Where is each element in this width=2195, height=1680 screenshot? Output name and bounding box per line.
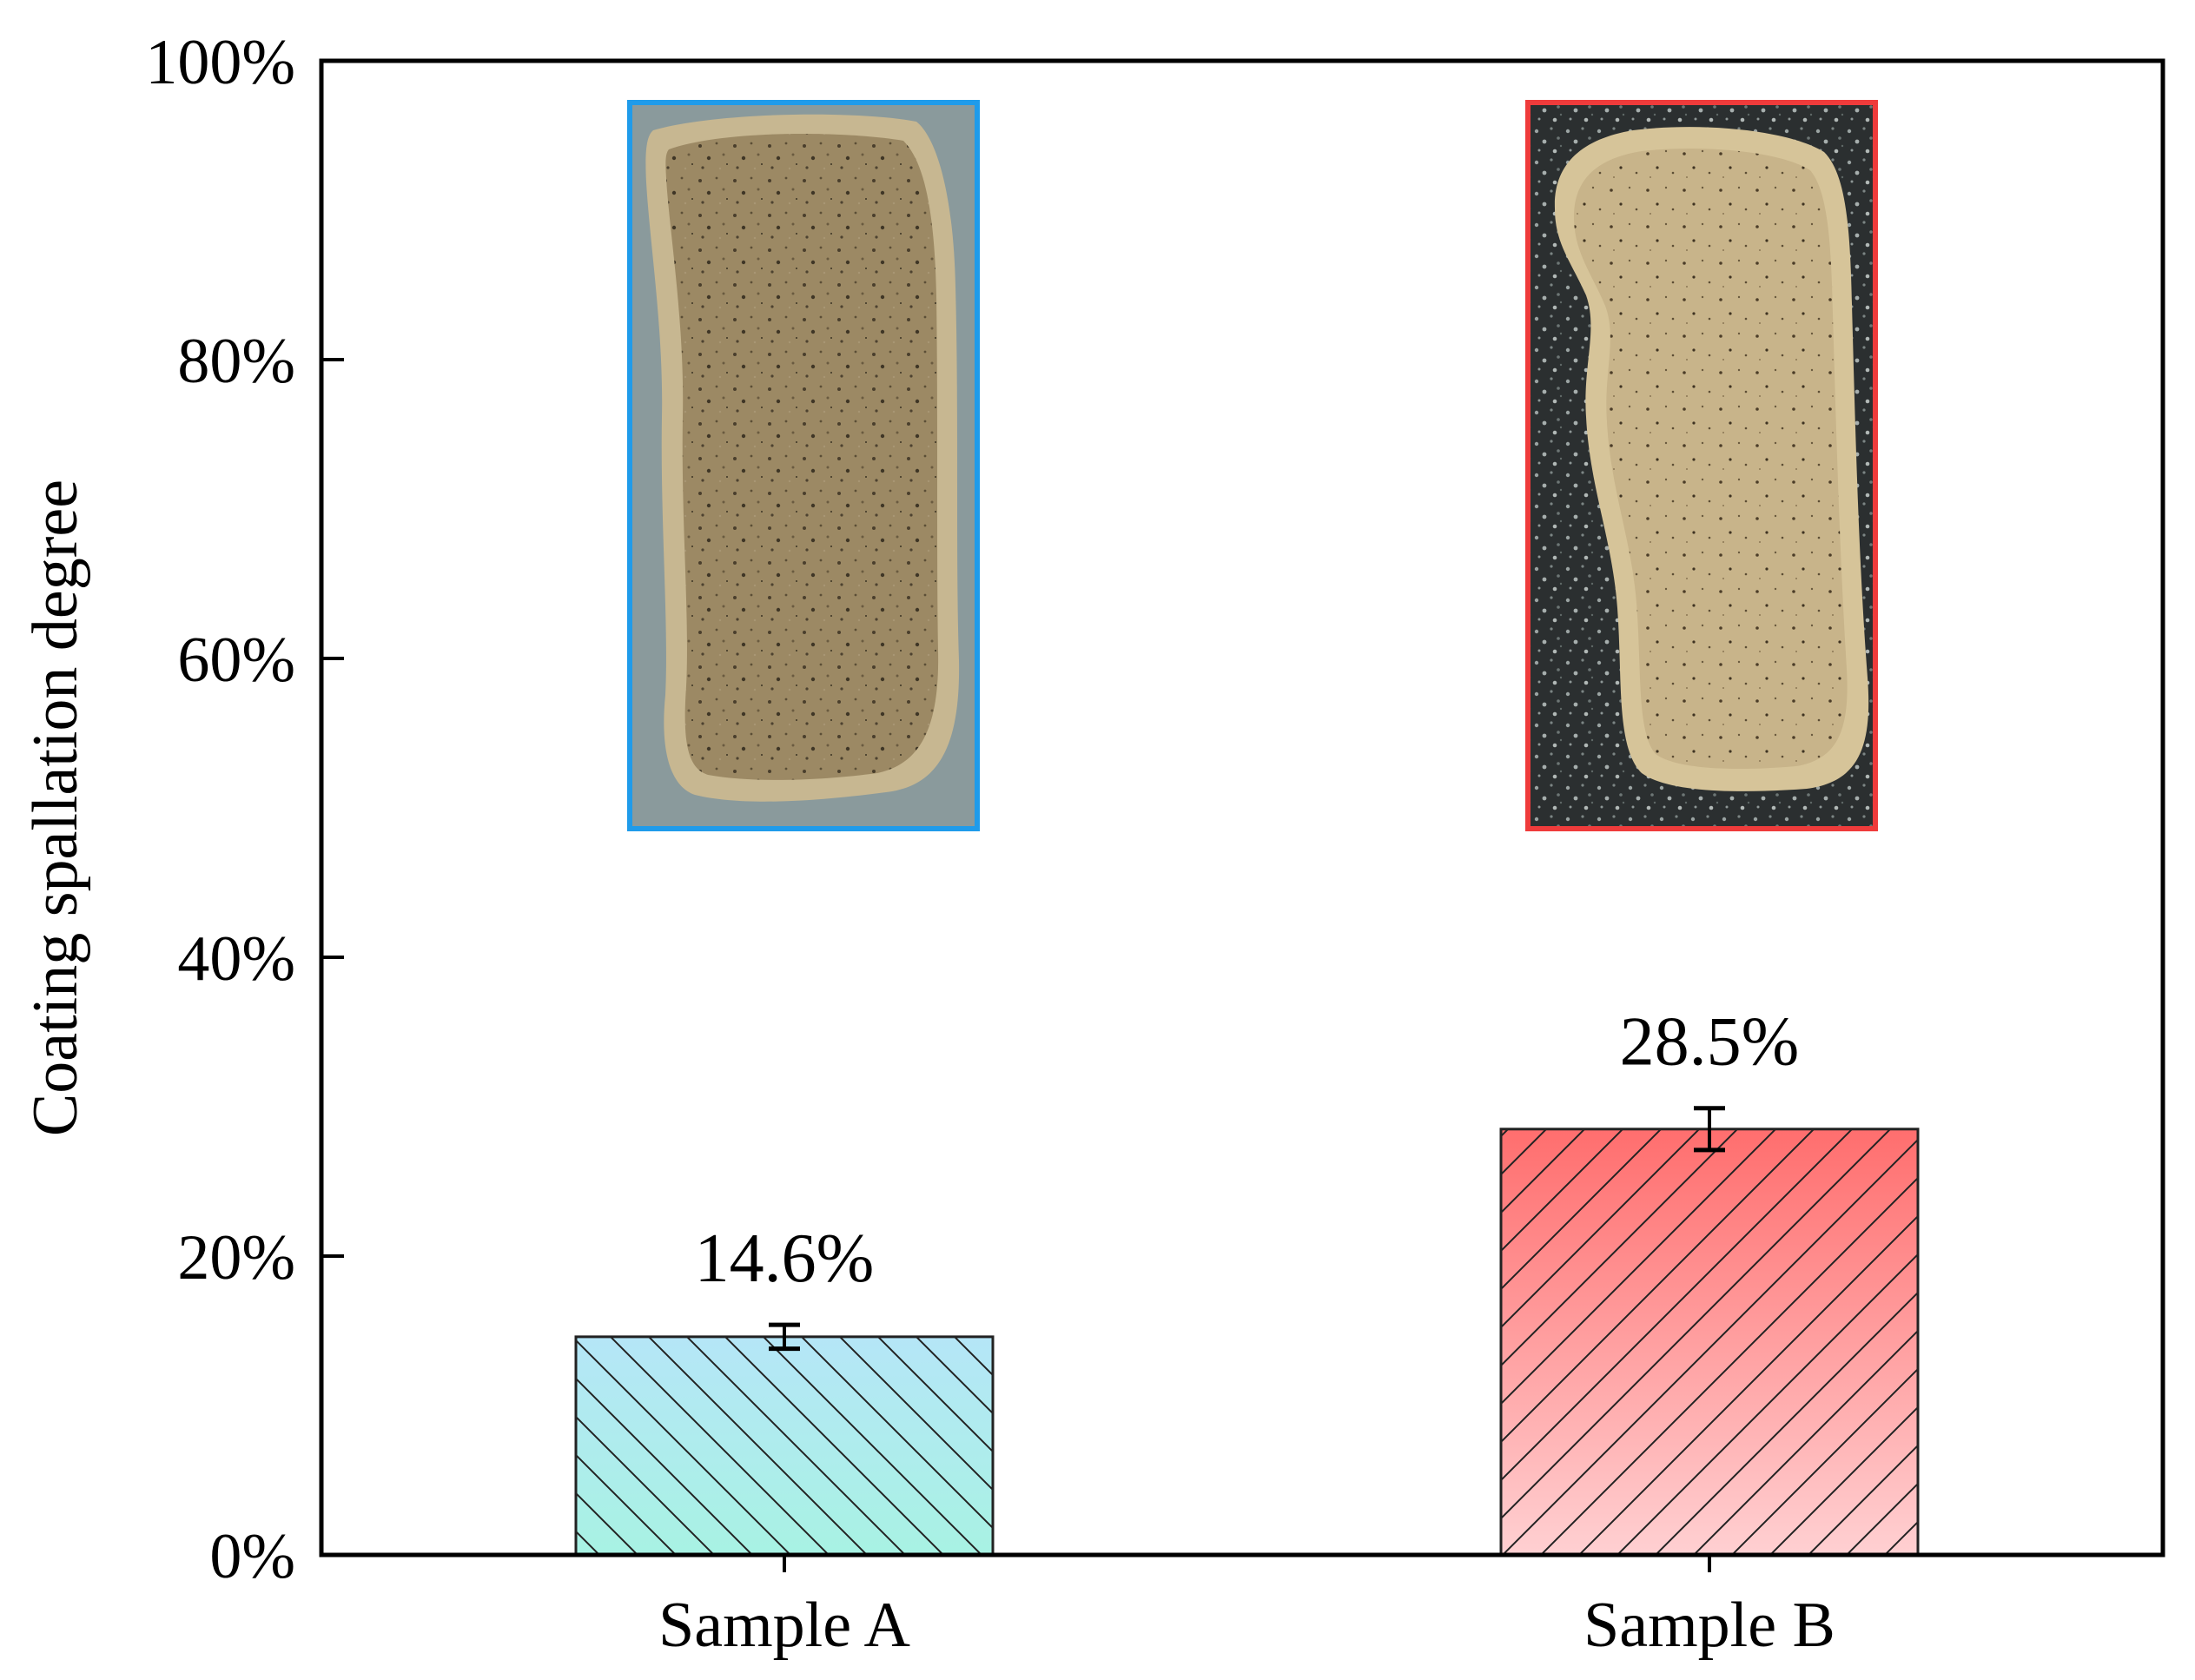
bar-hatch-sample-b	[1499, 1128, 1920, 1557]
x-axis: Sample A Sample B	[658, 1555, 1835, 1661]
inset-photo-sample-a	[630, 103, 977, 829]
y-tick-label-60: 60%	[177, 625, 295, 696]
data-labels-layer: 14.6% 28.5%	[695, 1004, 1800, 1297]
y-tick-label-40: 40%	[177, 923, 295, 995]
inset-photo-sample-b	[1528, 103, 1875, 829]
data-label-sample-b: 28.5%	[1620, 1004, 1800, 1081]
y-tick-label-100: 100%	[145, 27, 295, 98]
inset-frame-sample-b	[1525, 100, 1878, 831]
x-tick-label-sample-a: Sample A	[658, 1590, 910, 1661]
error-bar-sample-a	[769, 1322, 800, 1352]
plot-frame	[319, 58, 2165, 1558]
bars-layer	[574, 1106, 1920, 1557]
x-tick-label-sample-b: Sample B	[1583, 1590, 1835, 1661]
y-axis: 0% 20% 40% 60% 80% 100%	[145, 27, 344, 1592]
data-label-sample-a: 14.6%	[695, 1220, 875, 1297]
y-tick-label-80: 80%	[177, 326, 295, 397]
y-axis-title: Coating spallation degree	[20, 480, 91, 1136]
y-tick-label-0: 0%	[209, 1521, 295, 1592]
error-bar-sample-b	[1694, 1106, 1725, 1153]
y-tick-label-20: 20%	[177, 1222, 295, 1293]
inset-frame-sample-a	[627, 100, 980, 831]
bar-hatch-sample-a	[574, 1335, 995, 1557]
